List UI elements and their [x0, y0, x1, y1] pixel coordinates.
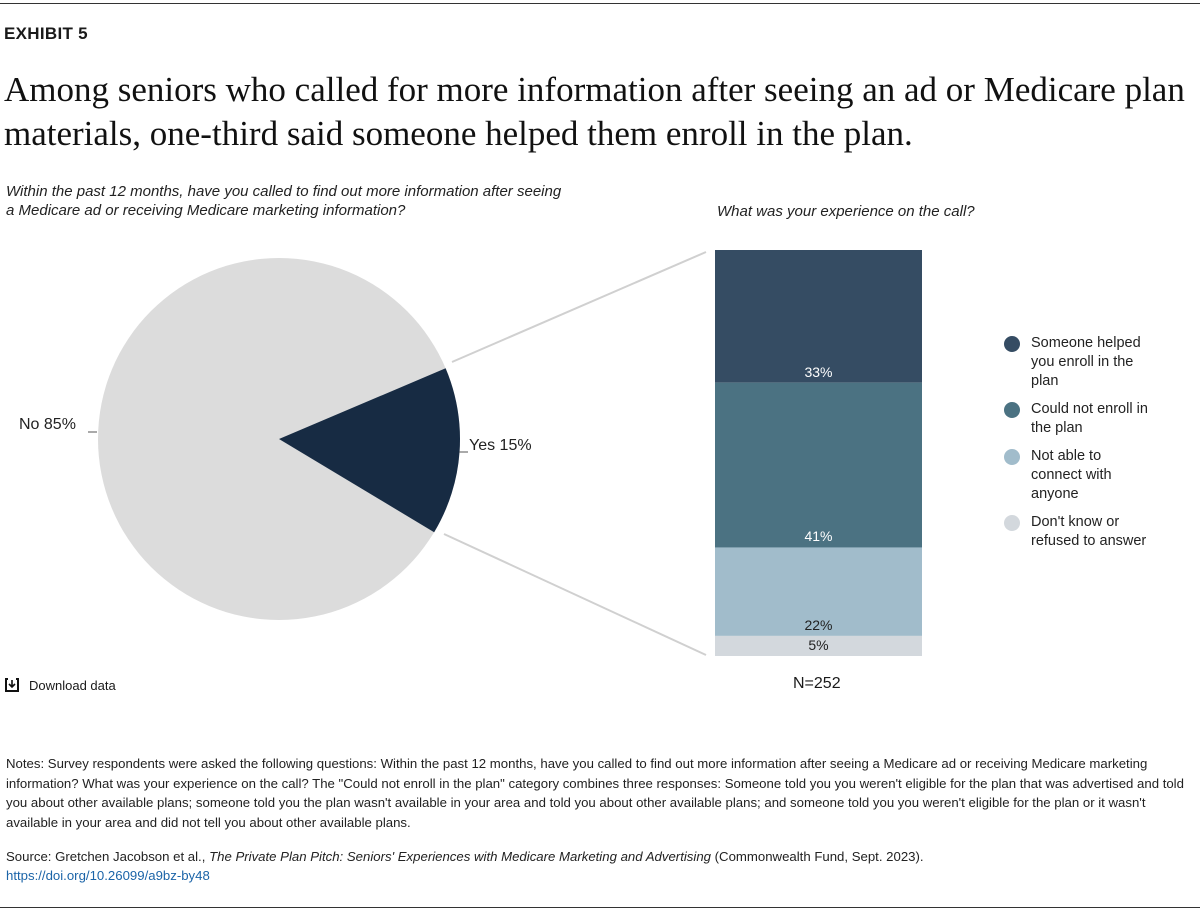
download-label: Download data: [29, 677, 116, 693]
legend-label: Could not enroll in the plan: [1031, 401, 1148, 436]
source-title: The Private Plan Pitch: Seniors' Experie…: [209, 849, 711, 864]
download-icon: [5, 678, 19, 692]
bar-value-label-0: 33%: [804, 363, 833, 380]
legend-swatch: [1004, 336, 1020, 352]
bar-segment-1: [715, 382, 922, 548]
connector-top: [451, 251, 707, 363]
pie-label-no: No 85%: [19, 416, 76, 433]
pie-slice-yes: [279, 368, 460, 533]
bar-value-label-2: 22%: [804, 616, 833, 633]
page-title: Among seniors who called for more inform…: [4, 70, 1185, 153]
legend-label: Don't know or refused to answer: [1031, 514, 1147, 549]
chart-canvas: [88, 250, 922, 656]
top-rule: [0, 3, 1200, 4]
legend-label: Someone helped you enroll in the plan: [1031, 335, 1141, 389]
doi-link[interactable]: https://doi.org/10.26099/a9bz-by48: [6, 868, 210, 883]
legend-swatch: [1004, 449, 1020, 465]
legend: Someone helped you enroll in the plan Cou…: [1004, 334, 1151, 560]
legend-swatch: [1004, 515, 1020, 531]
exhibit-label: EXHIBIT 5: [4, 24, 88, 43]
legend-item: Not able to connect with anyone: [1004, 447, 1151, 504]
connector-bottom: [443, 533, 707, 656]
legend-label: Not able to connect with anyone: [1031, 448, 1112, 502]
bar-segment-0: [715, 250, 922, 383]
notes: Notes: Survey respondents were asked the…: [6, 756, 1184, 830]
bar-segment-3: [715, 635, 922, 656]
bar-segment-2: [715, 547, 922, 636]
legend-item: Don't know or refused to answer: [1004, 513, 1151, 551]
bottom-rule: [0, 907, 1200, 908]
source-suffix: (Commonwealth Fund, Sept. 2023).: [711, 849, 924, 864]
pie-question: Within the past 12 months, have you call…: [6, 183, 562, 219]
source-prefix: Source: Gretchen Jacobson et al.,: [6, 849, 210, 864]
source: Source: Gretchen Jacobson et al., The Pr…: [6, 847, 1196, 885]
download-data-button[interactable]: Download data: [4, 677, 116, 693]
legend-item: Could not enroll in the plan: [1004, 400, 1151, 438]
bar-question: What was your experience on the call?: [717, 203, 975, 220]
pie-label-yes: Yes 15%: [469, 437, 532, 454]
bar-value-label-1: 41%: [804, 528, 833, 545]
legend-item: Someone helped you enroll in the plan: [1004, 334, 1151, 391]
bar-value-label-3: 5%: [808, 637, 829, 653]
sample-size: N=252: [793, 675, 841, 692]
legend-swatch: [1004, 402, 1020, 418]
